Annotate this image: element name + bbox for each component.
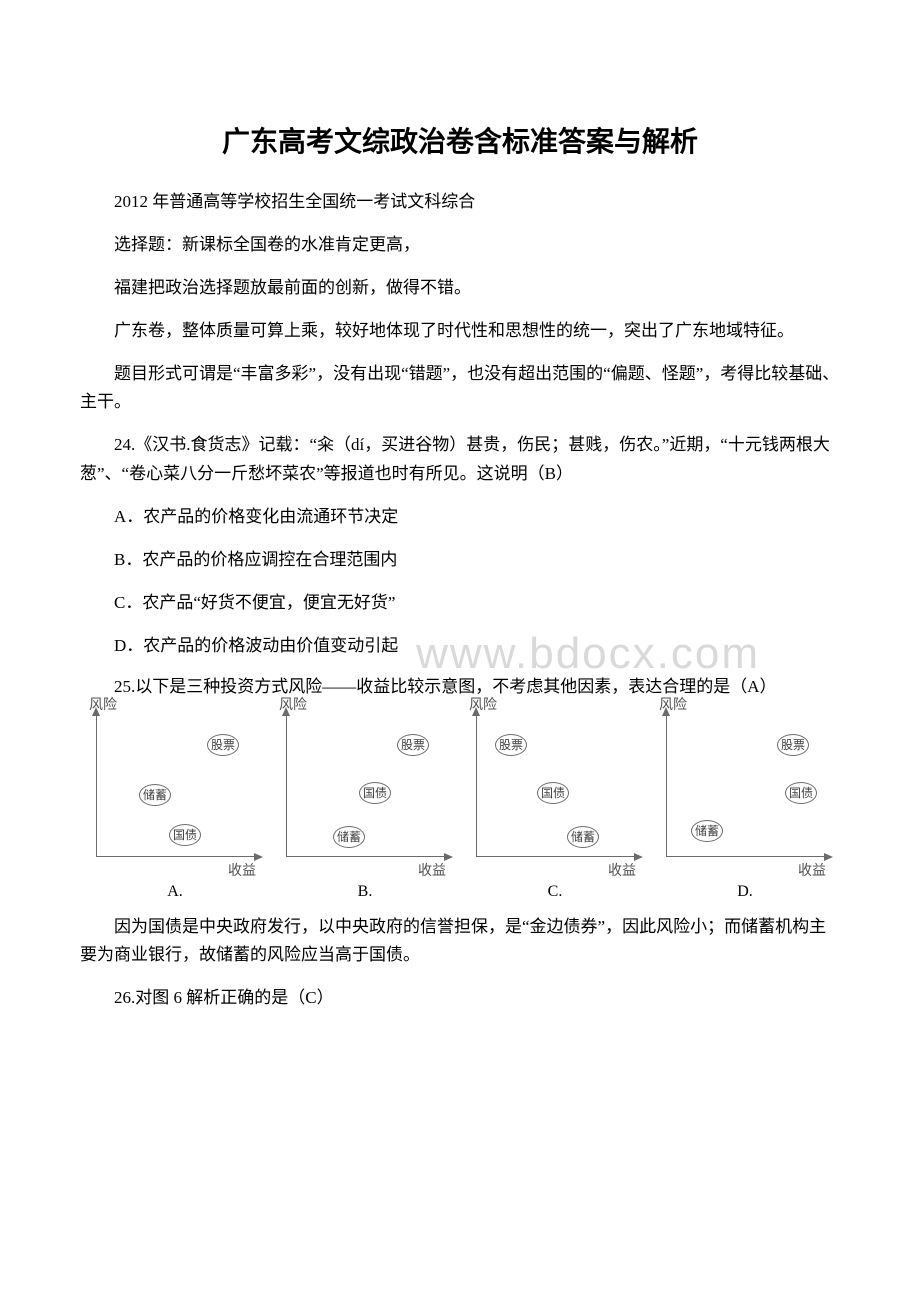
risk-return-chart: 风险收益股票国债储蓄D.	[660, 716, 830, 901]
panel-label: A.	[90, 883, 260, 901]
q24-option-b: B．农产品的价格应调控在合理范围内	[80, 546, 840, 575]
y-axis-label: 风险	[279, 694, 307, 714]
q24-option-c: C．农产品“好货不便宜，便宜无好货”	[80, 589, 840, 618]
data-point-bond: 国债	[785, 782, 817, 804]
data-point-bond: 国债	[537, 782, 569, 804]
panel-label: C.	[470, 883, 640, 901]
y-axis-label: 风险	[659, 694, 687, 714]
y-axis-label: 风险	[89, 694, 117, 714]
x-axis-label: 收益	[608, 860, 636, 880]
data-point-stock: 股票	[777, 734, 809, 756]
data-point-save: 储蓄	[333, 826, 365, 848]
paragraph: 题目形式可谓是“丰富多彩”，没有出现“错题”，也没有超出范围的“偏题、怪题”，考…	[80, 360, 840, 418]
chart-axes: 风险收益股票国债储蓄	[476, 716, 634, 857]
risk-return-chart: 风险收益股票国债储蓄A.	[90, 716, 260, 901]
page-title: 广东高考文综政治卷含标准答案与解析	[80, 120, 840, 160]
panel-label: D.	[660, 883, 830, 901]
data-point-stock: 股票	[495, 734, 527, 756]
chart-axes: 风险收益股票国债储蓄	[96, 716, 254, 857]
q25-charts: 风险收益股票国债储蓄A.风险收益股票国债储蓄B.风险收益股票国债储蓄C.风险收益…	[80, 716, 840, 901]
data-point-save: 储蓄	[691, 820, 723, 842]
data-point-save: 储蓄	[567, 826, 599, 848]
paragraph: 2012 年普通高等学校招生全国统一考试文科综合	[80, 188, 840, 217]
q25-explanation: 因为国债是中央政府发行，以中央政府的信誉担保，是“金边债券”，因此风险小；而储蓄…	[80, 913, 840, 971]
question-26: 26.对图 6 解析正确的是（C）	[80, 984, 840, 1013]
question-24: 24.《汉书.食货志》记载：“籴（dí，买进谷物）甚贵，伤民；甚贱，伤农。”近期…	[80, 431, 840, 489]
risk-return-chart: 风险收益股票国债储蓄B.	[280, 716, 450, 901]
document-page: 广东高考文综政治卷含标准答案与解析 2012 年普通高等学校招生全国统一考试文科…	[0, 0, 920, 1107]
data-point-stock: 股票	[207, 734, 239, 756]
question-25: 25.以下是三种投资方式风险——收益比较示意图，不考虑其他因素，表达合理的是（A…	[80, 673, 840, 702]
data-point-bond: 国债	[169, 824, 201, 846]
paragraph: 福建把政治选择题放最前面的创新，做得不错。	[80, 274, 840, 303]
x-axis-label: 收益	[228, 860, 256, 880]
data-point-save: 储蓄	[139, 784, 171, 806]
x-axis-label: 收益	[418, 860, 446, 880]
chart-axes: 风险收益股票国债储蓄	[286, 716, 444, 857]
y-axis-label: 风险	[469, 694, 497, 714]
data-point-bond: 国债	[359, 782, 391, 804]
chart-axes: 风险收益股票国债储蓄	[666, 716, 824, 857]
data-point-stock: 股票	[397, 734, 429, 756]
panel-label: B.	[280, 883, 450, 901]
x-axis-label: 收益	[798, 860, 826, 880]
paragraph: 广东卷，整体质量可算上乘，较好地体现了时代性和思想性的统一，突出了广东地域特征。	[80, 317, 840, 346]
q24-option-d: D．农产品的价格波动由价值变动引起	[80, 632, 840, 661]
q24-option-a: A．农产品的价格变化由流通环节决定	[80, 503, 840, 532]
risk-return-chart: 风险收益股票国债储蓄C.	[470, 716, 640, 901]
paragraph: 选择题：新课标全国卷的水准肯定更高，	[80, 231, 840, 260]
